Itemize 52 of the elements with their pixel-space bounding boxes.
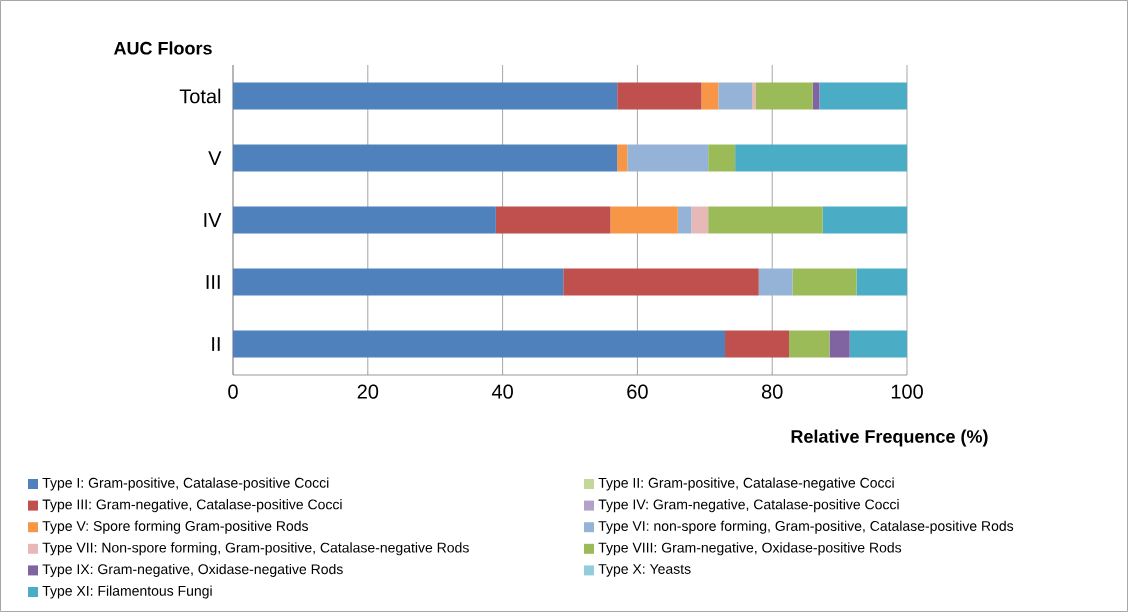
- legend-label: Type VIII: Gram-negative, Oxidase-positive Rods: [598, 542, 902, 556]
- bar: [725, 330, 790, 358]
- bar: [617, 82, 702, 110]
- x-tick-label: 0: [228, 384, 238, 399]
- y-axis-title: AUC Floors: [113, 41, 212, 55]
- y-tick-label: Total: [179, 88, 221, 104]
- bar: [758, 268, 793, 296]
- legend-label: Type X: Yeasts: [598, 564, 691, 577]
- bar: [691, 206, 709, 234]
- bar: [233, 330, 726, 358]
- legend-label: Type XI: Filamentous Fungi: [42, 585, 212, 599]
- legend-label: Type IV: Gram-negative, Catalase-positive Cocci: [598, 499, 899, 513]
- x-tick-label: 40: [491, 384, 513, 399]
- bar: [627, 144, 709, 172]
- x-tick-label: 80: [761, 384, 783, 399]
- bar: [563, 268, 759, 296]
- bar: [233, 206, 496, 234]
- x-tick-label: 20: [357, 384, 379, 399]
- legend-label: Type IX: Gram-negative, Oxidase-negative Rods: [42, 563, 343, 577]
- bar: [495, 206, 611, 234]
- legend-label: Type II: Gram-positive, Catalase-negative Cocci: [598, 477, 894, 491]
- bar: [708, 144, 736, 172]
- bar: [735, 144, 908, 172]
- legend-label: Type III: Gram-negative, Catalase-positive Cocci: [42, 499, 342, 513]
- bar: [789, 330, 830, 358]
- bar: [708, 206, 823, 234]
- bar: [617, 144, 628, 172]
- legend-label: Type VI: non-spore forming, Gram-positive, Catalase-positive Rods: [598, 520, 1014, 534]
- bar: [718, 82, 752, 110]
- legend-label: Type VII: Non-spore forming, Gram-positive, Catalase-negative Rods: [42, 542, 469, 556]
- y-tick-label: V: [208, 151, 222, 165]
- bar: [233, 268, 564, 296]
- y-tick-label: II: [212, 337, 220, 351]
- bar: [792, 268, 857, 296]
- bar: [829, 330, 850, 358]
- bar: [819, 82, 908, 110]
- y-tick-label: III: [206, 275, 220, 289]
- bar: [233, 144, 618, 172]
- bar: [701, 82, 719, 110]
- bar: [849, 330, 908, 358]
- legend-label: Type I: Gram-positive, Catalase-positive Cocci: [42, 477, 329, 491]
- x-axis-title: Relative Frequence (%): [791, 429, 988, 447]
- legend-label: Type V: Spore forming Gram-positive Rods: [42, 520, 309, 534]
- bar: [677, 206, 692, 234]
- bar: [856, 268, 908, 296]
- bar: [822, 206, 908, 234]
- bar: [233, 82, 618, 110]
- bar: [610, 206, 678, 234]
- x-tick-label: 60: [627, 384, 648, 399]
- bar: [755, 82, 813, 110]
- y-tick-label: IV: [204, 213, 222, 227]
- x-tick-label: 100: [891, 384, 923, 399]
